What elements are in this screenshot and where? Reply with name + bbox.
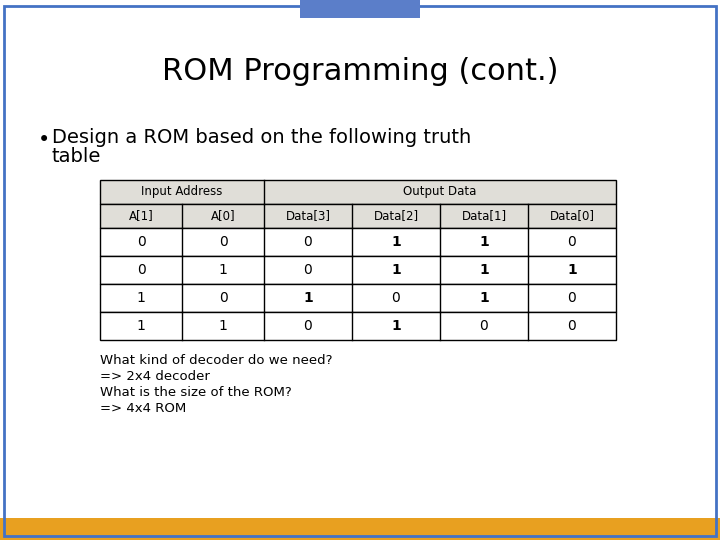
Text: 0: 0 [304, 263, 312, 277]
Text: What kind of decoder do we need?: What kind of decoder do we need? [100, 354, 333, 367]
Bar [100, 180, 616, 204]
Text: 0: 0 [567, 319, 577, 333]
Text: 1: 1 [479, 235, 489, 249]
Text: 1: 1 [479, 263, 489, 277]
Text: 0: 0 [567, 235, 577, 249]
Text: A.A.H Ab-Rahman, Z Md-Yusof: A.A.H Ab-Rahman, Z Md-Yusof [283, 524, 437, 534]
Text: 0: 0 [304, 235, 312, 249]
Text: 0: 0 [392, 291, 400, 305]
Text: 0: 0 [219, 291, 228, 305]
Text: 10: 10 [679, 524, 692, 534]
Text: 1: 1 [391, 263, 401, 277]
Text: 0: 0 [567, 291, 577, 305]
Text: 1: 1 [137, 291, 145, 305]
Text: 1: 1 [219, 319, 228, 333]
Text: 1: 1 [219, 263, 228, 277]
Text: 0: 0 [219, 235, 228, 249]
Text: ROM Programming (cont.): ROM Programming (cont.) [162, 57, 558, 86]
Text: •: • [38, 130, 50, 150]
Text: Output Data: Output Data [403, 186, 477, 199]
Bar [0, 518, 720, 540]
Bar [100, 284, 616, 312]
Text: 1: 1 [479, 291, 489, 305]
Bar [100, 204, 616, 228]
Text: 1: 1 [391, 235, 401, 249]
Text: A[0]: A[0] [211, 210, 235, 222]
Text: Design a ROM based on the following truth: Design a ROM based on the following trut… [52, 128, 472, 147]
Text: Data[1]: Data[1] [462, 210, 507, 222]
Bar [300, 0, 420, 18]
Text: Input Address: Input Address [141, 186, 222, 199]
Text: 2/18/2012: 2/18/2012 [28, 524, 81, 534]
Text: => 4x4 ROM: => 4x4 ROM [100, 402, 186, 415]
Text: 0: 0 [304, 319, 312, 333]
Bar [100, 228, 616, 256]
Text: 1: 1 [137, 319, 145, 333]
Text: What is the size of the ROM?: What is the size of the ROM? [100, 386, 292, 399]
Text: => 2x4 decoder: => 2x4 decoder [100, 370, 210, 383]
Text: 1: 1 [391, 319, 401, 333]
Bar [100, 312, 616, 340]
Text: Data[3]: Data[3] [286, 210, 330, 222]
Text: A[1]: A[1] [129, 210, 153, 222]
Text: 0: 0 [137, 235, 145, 249]
Text: Data[0]: Data[0] [549, 210, 595, 222]
Text: 1: 1 [567, 263, 577, 277]
Bar [100, 256, 616, 284]
Text: table: table [52, 147, 102, 166]
Text: Data[2]: Data[2] [374, 210, 418, 222]
Text: 1: 1 [303, 291, 313, 305]
Text: 0: 0 [480, 319, 488, 333]
Text: 0: 0 [137, 263, 145, 277]
